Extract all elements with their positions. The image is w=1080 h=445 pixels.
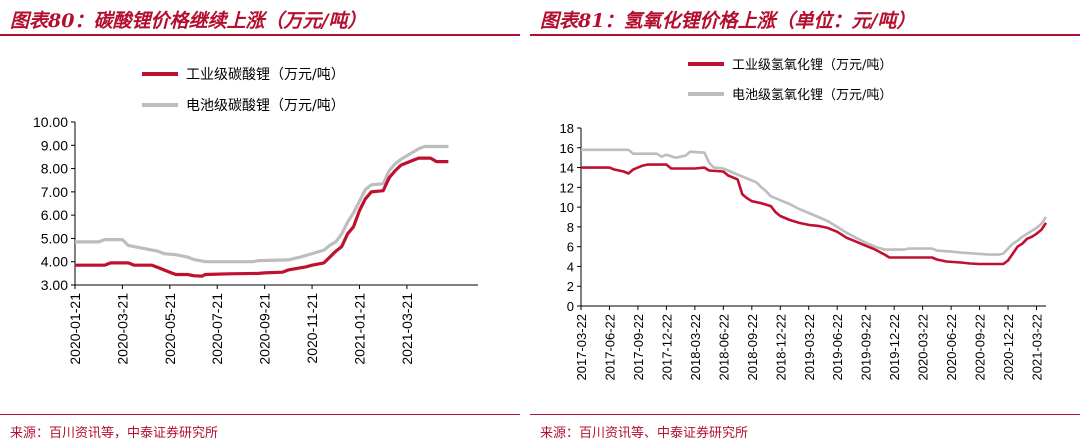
y-tick-label: 14 bbox=[560, 161, 574, 176]
source-note-81: 来源：百川资讯等、中泰证券研究所 bbox=[540, 426, 749, 441]
x-tick-label: 2017-03-22 bbox=[574, 314, 589, 381]
x-tick-label: 2018-09-22 bbox=[745, 314, 760, 381]
series-line-industrial bbox=[75, 156, 449, 278]
x-tick-label: 2019-03-22 bbox=[802, 314, 817, 381]
y-tick-label: 12 bbox=[560, 180, 574, 195]
y-tick-label: 6.00 bbox=[41, 207, 68, 223]
x-tick-label: 2020-11-21 bbox=[304, 293, 320, 364]
x-tick-label: 2021-03-22 bbox=[1030, 314, 1045, 381]
x-tick-label: 2018-06-22 bbox=[716, 314, 731, 381]
y-tick-label: 10.00 bbox=[33, 114, 68, 130]
chart-panel-left: 图表80：碳酸锂价格继续上涨（万元/吨） 3.00 4.00 5.00 6.00 7.0… bbox=[0, 0, 520, 445]
x-tick-label: 2017-06-22 bbox=[602, 314, 617, 381]
x-tick-label: 2021-03-21 bbox=[399, 293, 415, 365]
y-tick-label: 4.00 bbox=[41, 254, 68, 270]
x-tick-label: 2020-01-21 bbox=[67, 293, 83, 365]
x-tick-label: 2020-12-22 bbox=[1001, 314, 1016, 381]
legend-label: 电池级氢氧化锂（万元/吨） bbox=[732, 88, 892, 103]
x-tick-label: 2020-05-21 bbox=[162, 293, 178, 365]
source-rule bbox=[0, 414, 520, 415]
figure-title-80: 图表80：碳酸锂价格继续上涨（万元/吨） bbox=[10, 10, 367, 32]
lithium-carbonate-chart: 3.00 4.00 5.00 6.00 7.00 8.00 9.00 10.00 2020-01… bbox=[33, 67, 478, 365]
x-tick-label: 2020-03-22 bbox=[916, 314, 931, 381]
x-tick-label: 2019-09-22 bbox=[859, 314, 874, 381]
y-tick-label: 2 bbox=[567, 279, 574, 294]
y-tick-label: 16 bbox=[560, 141, 574, 156]
x-tick-label: 2020-09-21 bbox=[257, 293, 273, 365]
y-tick-label: 9.00 bbox=[41, 137, 68, 153]
y-tick-label: 8.00 bbox=[41, 161, 68, 177]
y-tick-label: 4 bbox=[567, 259, 574, 274]
y-tick-label: 0 bbox=[567, 299, 574, 314]
y-tick-label: 18 bbox=[560, 121, 574, 136]
x-tick-label: 2020-07-21 bbox=[209, 293, 225, 365]
legend-label: 电池级碳酸锂（万元/吨） bbox=[186, 98, 345, 114]
y-tick-label: 10 bbox=[560, 200, 574, 215]
y-tick-label: 6 bbox=[567, 240, 574, 255]
source-note-80: 来源：百川资讯等，中泰证券研究所 bbox=[10, 426, 219, 441]
x-tick-label: 2020-03-21 bbox=[114, 293, 130, 365]
legend-label: 工业级氢氧化锂（万元/吨） bbox=[732, 58, 892, 73]
x-tick-label: 2018-03-22 bbox=[688, 314, 703, 381]
x-tick-label: 2021-01-21 bbox=[351, 293, 367, 365]
legend-label: 工业级碳酸锂（万元/吨） bbox=[186, 67, 345, 83]
source-rule bbox=[530, 414, 1080, 415]
y-tick-label: 8 bbox=[567, 220, 574, 235]
y-tick-label: 7.00 bbox=[41, 184, 68, 200]
x-tick-label: 2019-06-22 bbox=[830, 314, 845, 381]
y-tick-label: 5.00 bbox=[41, 230, 68, 246]
y-tick-label: 3.00 bbox=[41, 277, 68, 293]
title-rule bbox=[0, 34, 520, 36]
lithium-hydroxide-chart: 0 2 4 6 8 10 12 14 16 18 2017-03-22 2017-06-22 2017-… bbox=[560, 58, 1048, 381]
x-tick-label: 2017-12-22 bbox=[659, 314, 674, 381]
figure-title-81: 图表81：氢氧化锂价格上涨（单位：元/吨） bbox=[540, 10, 916, 32]
x-tick-label: 2020-09-22 bbox=[973, 314, 988, 381]
x-tick-label: 2018-12-22 bbox=[773, 314, 788, 381]
x-tick-label: 2019-12-22 bbox=[887, 314, 902, 381]
chart-panel-right: 图表81：氢氧化锂价格上涨（单位：元/吨） 0 2 4 6 8 10 12 14 16 18 201… bbox=[530, 0, 1080, 445]
x-tick-label: 2017-09-22 bbox=[631, 314, 646, 381]
title-rule bbox=[530, 34, 1080, 36]
x-tick-label: 2020-06-22 bbox=[944, 314, 959, 381]
series-line-battery bbox=[75, 144, 449, 264]
series-line-industrial bbox=[581, 163, 1048, 266]
series-line-battery bbox=[581, 148, 1048, 256]
